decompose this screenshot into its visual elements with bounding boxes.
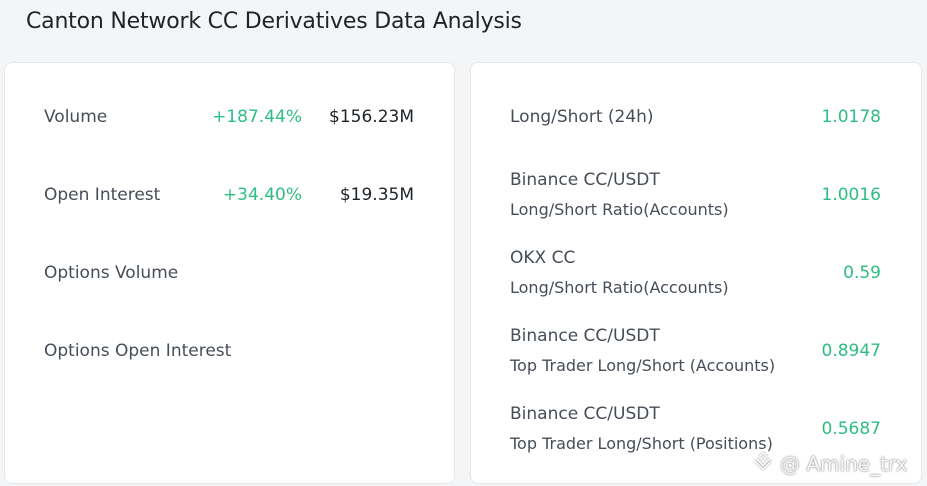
ratio-value: 1.0016 bbox=[821, 185, 881, 205]
long-short-ratio-card: Long/Short (24h) 1.0178 Binance CC/USDT … bbox=[470, 62, 922, 484]
metric-change: +187.44% bbox=[212, 107, 302, 127]
ratio-subtitle: Top Trader Long/Short (Accounts) bbox=[510, 356, 776, 375]
watermark: @ Amine_trx bbox=[752, 450, 907, 477]
metric-row-volume: Volume +187.44% $156.23M bbox=[5, 107, 454, 131]
metric-row-options-open-interest: Options Open Interest bbox=[5, 341, 454, 365]
ratio-title: Binance CC/USDT bbox=[510, 326, 660, 346]
ratio-value: 0.8947 bbox=[821, 341, 881, 361]
ratio-subtitle: Top Trader Long/Short (Positions) bbox=[510, 434, 773, 453]
metric-row-options-volume: Options Volume bbox=[5, 263, 454, 287]
binance-square-icon bbox=[752, 450, 774, 477]
metric-label: Options Open Interest bbox=[44, 341, 232, 361]
ratio-title: OKX CC bbox=[510, 248, 576, 268]
ratio-title: Long/Short (24h) bbox=[510, 107, 654, 127]
ratio-title: Binance CC/USDT bbox=[510, 170, 660, 190]
ratio-value: 1.0178 bbox=[821, 107, 881, 127]
ratio-value: 0.59 bbox=[843, 263, 881, 283]
ratio-value: 0.5687 bbox=[821, 419, 881, 439]
ratio-title: Binance CC/USDT bbox=[510, 404, 660, 424]
metric-label: Options Volume bbox=[44, 263, 179, 283]
ratio-subtitle: Long/Short Ratio(Accounts) bbox=[510, 200, 729, 219]
metric-label: Volume bbox=[44, 107, 108, 127]
metric-value: $156.23M bbox=[329, 107, 414, 127]
derivatives-metrics-card: Volume +187.44% $156.23M Open Interest +… bbox=[4, 62, 455, 484]
metric-change: +34.40% bbox=[222, 185, 302, 205]
watermark-text: @ Amine_trx bbox=[780, 451, 908, 476]
metric-value: $19.35M bbox=[339, 185, 414, 205]
metric-row-open-interest: Open Interest +34.40% $19.35M bbox=[5, 185, 454, 209]
metric-label: Open Interest bbox=[44, 185, 161, 205]
page-title: Canton Network CC Derivatives Data Analy… bbox=[26, 9, 522, 34]
ratio-subtitle: Long/Short Ratio(Accounts) bbox=[510, 278, 729, 297]
